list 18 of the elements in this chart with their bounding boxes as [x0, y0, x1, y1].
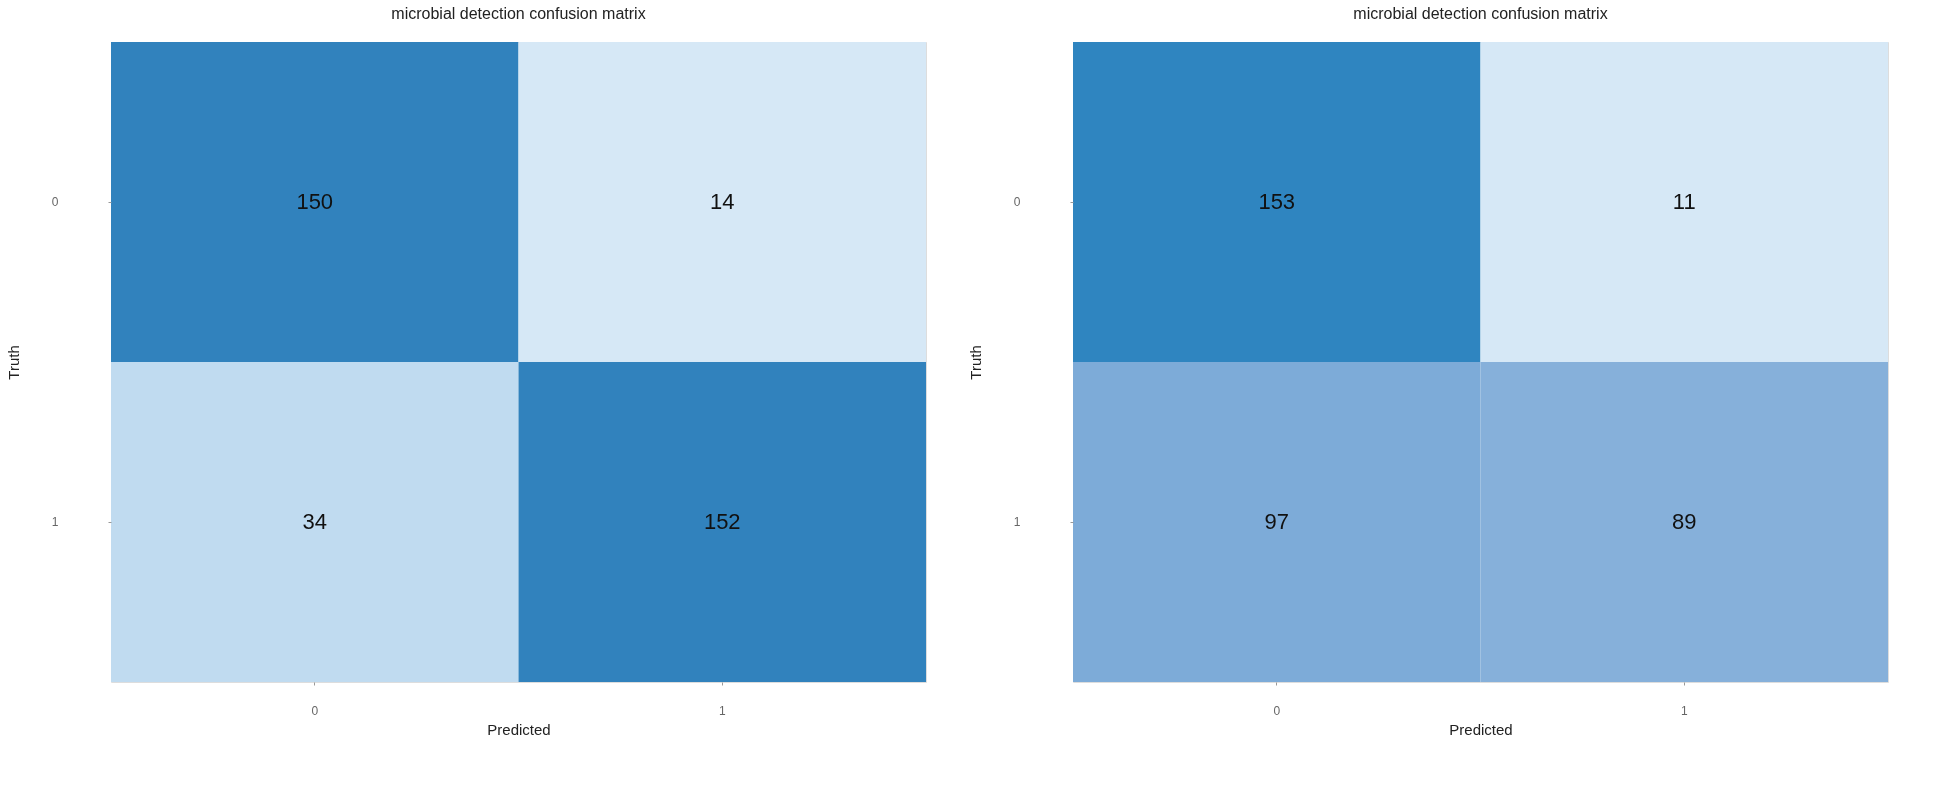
data-label: 152: [703, 509, 741, 534]
data-label: 11: [1672, 189, 1696, 214]
x-tick-label: 0: [1273, 703, 1281, 718]
x-axis-title: Predicted: [1449, 720, 1513, 738]
chart-title: microbial detection confusion matrix: [1353, 5, 1608, 22]
data-label: 14: [710, 189, 735, 214]
y-axis-title: Truth: [4, 345, 22, 380]
x-tick-label: 1: [1680, 703, 1688, 718]
x-tick-label: 0: [311, 703, 319, 718]
data-label: 34: [302, 509, 327, 534]
y-axis-title: Truth: [966, 345, 984, 380]
data-label: 150: [296, 189, 334, 214]
x-axis-title: Predicted: [487, 720, 551, 738]
data-label: 153: [1258, 189, 1296, 214]
data-label: 89: [1672, 509, 1697, 534]
data-label: 97: [1264, 509, 1289, 534]
chart-title: microbial detection confusion matrix: [391, 5, 646, 22]
x-tick-label: 1: [718, 703, 726, 718]
